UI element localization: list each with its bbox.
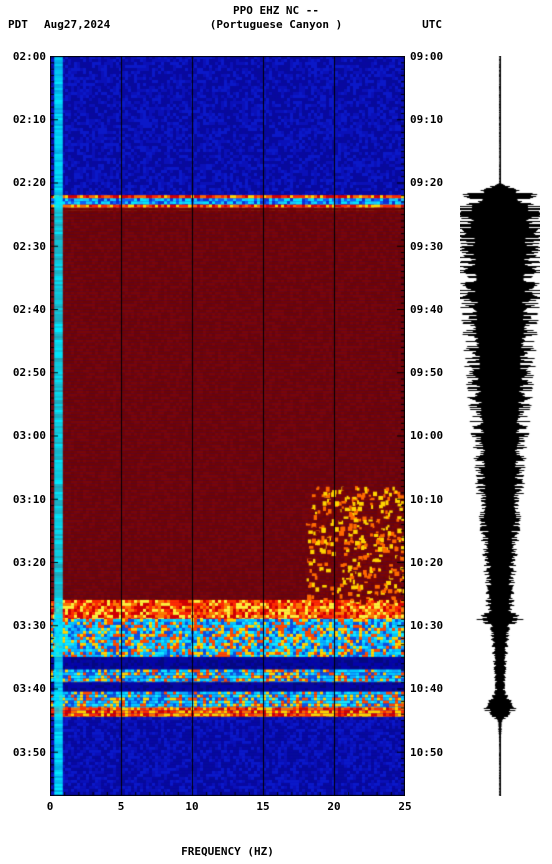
left-tick: 03:00	[6, 429, 46, 442]
tz-left-label: PDT	[8, 18, 28, 31]
right-tick: 10:30	[410, 619, 450, 632]
left-tick: 03:10	[6, 493, 46, 506]
right-tick: 09:40	[410, 303, 450, 316]
left-tick: 02:30	[6, 240, 46, 253]
left-tick: 03:30	[6, 619, 46, 632]
right-tick: 09:30	[410, 240, 450, 253]
right-tick: 09:00	[410, 50, 450, 63]
left-tick: 02:40	[6, 303, 46, 316]
left-tick: 03:20	[6, 556, 46, 569]
right-tick: 09:20	[410, 176, 450, 189]
x-tick: 15	[248, 800, 278, 813]
spectrogram-plot	[50, 56, 405, 796]
x-tick: 25	[390, 800, 420, 813]
right-tick: 10:40	[410, 682, 450, 695]
right-tick: 10:50	[410, 746, 450, 759]
left-tick: 02:00	[6, 50, 46, 63]
tz-right-label: UTC	[422, 18, 442, 31]
x-tick: 20	[319, 800, 349, 813]
station-title: PPO EHZ NC --	[0, 4, 552, 17]
right-tick: 10:00	[410, 429, 450, 442]
left-tick: 03:40	[6, 682, 46, 695]
left-tick: 03:50	[6, 746, 46, 759]
date-label: Aug27,2024	[44, 18, 110, 31]
right-tick: 10:20	[410, 556, 450, 569]
x-tick: 0	[35, 800, 65, 813]
waveform-strip	[460, 56, 540, 796]
left-tick: 02:50	[6, 366, 46, 379]
right-tick: 09:50	[410, 366, 450, 379]
x-axis-label: FREQUENCY (HZ)	[50, 845, 405, 858]
x-tick: 5	[106, 800, 136, 813]
right-tick: 10:10	[410, 493, 450, 506]
left-tick: 02:20	[6, 176, 46, 189]
right-tick: 09:10	[410, 113, 450, 126]
left-tick: 02:10	[6, 113, 46, 126]
x-tick: 10	[177, 800, 207, 813]
